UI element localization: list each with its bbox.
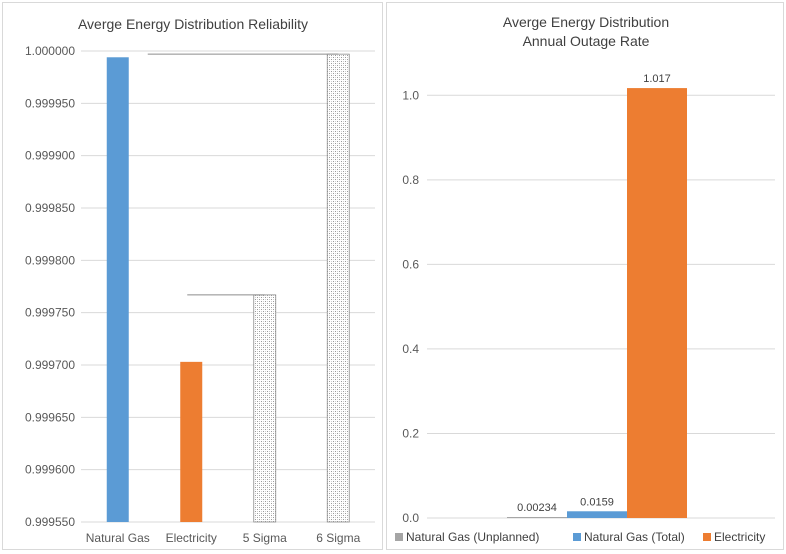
y-tick-label: 0.999650 — [25, 410, 75, 424]
x-tick-label: 6 Sigma — [316, 531, 360, 545]
outage-chart-title-line-1: Averge Energy Distribution — [503, 14, 669, 30]
y-tick-label: 0.6 — [402, 257, 419, 271]
y-tick-label: 0.999600 — [25, 463, 75, 477]
outage-rate-chart: Averge Energy Distribution Annual Outage… — [395, 14, 775, 544]
legend-label: Natural Gas (Unplanned) — [406, 530, 539, 544]
y-tick-label: 0.999900 — [25, 149, 75, 163]
data-label: 1.017 — [643, 73, 671, 85]
y-tick-label: 0.2 — [402, 426, 419, 440]
bar-electricity — [627, 88, 687, 518]
legend-swatch — [573, 533, 581, 541]
bar-5-sigma — [253, 294, 277, 523]
legend-swatch — [703, 533, 711, 541]
y-tick-label: 0.4 — [402, 342, 419, 356]
y-tick-label: 0.999550 — [25, 515, 75, 529]
data-label: 0.00234 — [517, 502, 557, 514]
y-tick-label: 0.999700 — [25, 358, 75, 372]
x-tick-label: 5 Sigma — [243, 531, 287, 545]
bar-6-sigma — [326, 53, 350, 523]
y-tick-label: 0.999950 — [25, 96, 75, 110]
y-tick-label: 1.000000 — [25, 44, 75, 58]
outage-chart-title-line-2: Annual Outage Rate — [523, 33, 650, 49]
reliability-chart-panel: Averge Energy Distribution Reliability 0… — [2, 2, 383, 550]
bar-electricity — [180, 361, 203, 522]
bar-natural-gas-unplanned — [507, 517, 567, 519]
reliability-chart: Averge Energy Distribution Reliability 0… — [25, 16, 375, 545]
data-label: 0.0159 — [580, 496, 614, 508]
y-tick-label: 0.999850 — [25, 201, 75, 215]
bar-natural-gas — [106, 57, 129, 522]
y-tick-label: 0.999800 — [25, 253, 75, 267]
y-tick-label: 0.8 — [402, 173, 419, 187]
x-tick-label: Natural Gas — [86, 531, 150, 545]
legend-label: Electricity — [714, 530, 765, 544]
reliability-chart-title: Averge Energy Distribution Reliability — [78, 16, 308, 32]
y-tick-label: 1.0 — [402, 88, 419, 102]
x-tick-label: Electricity — [166, 531, 217, 545]
y-tick-label: 0.999750 — [25, 306, 75, 320]
legend-label: Natural Gas (Total) — [584, 530, 685, 544]
outage-rate-chart-panel: Averge Energy Distribution Annual Outage… — [386, 2, 784, 550]
bar-natural-gas-total — [567, 511, 627, 518]
y-tick-label: 0.0 — [402, 511, 419, 525]
legend-swatch — [395, 533, 403, 541]
